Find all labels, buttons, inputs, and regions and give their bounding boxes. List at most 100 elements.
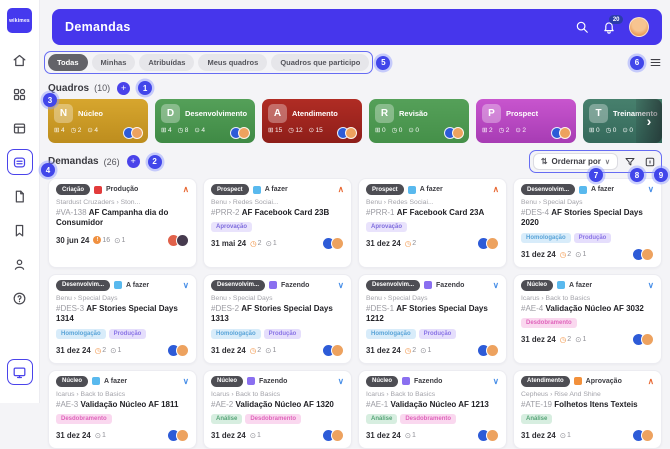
tag-list: Homologação Produção: [366, 328, 499, 339]
demands-count: (26): [103, 156, 120, 167]
demand-card[interactable]: Desenvolvim... Fazendo ∨ Benu › Special Day…: [203, 273, 352, 364]
chevron-down-icon[interactable]: ∨: [492, 375, 499, 386]
add-board-button[interactable]: +: [117, 81, 131, 95]
chevron-down-icon[interactable]: ∨: [647, 184, 654, 195]
chevron-down-icon[interactable]: ∨: [337, 280, 344, 291]
filter-tab-minhas[interactable]: Minhas: [91, 54, 136, 71]
time-icon: ◷: [605, 127, 612, 134]
status-label: Fazendo: [414, 377, 443, 385]
filter-row: Todas Minhas Atribuídas Meus quadros Quadros…: [44, 51, 662, 74]
stat-value: 0: [415, 126, 419, 134]
sort-dropdown[interactable]: ⇅ Ordernar por ∨: [532, 153, 618, 170]
tag-list: Homologação Produção: [56, 328, 189, 339]
chevron-down-icon[interactable]: ∨: [647, 280, 654, 291]
funnel-icon: [624, 156, 636, 168]
board-view-icon: [644, 156, 656, 168]
avatar: [452, 127, 464, 139]
view-toggle-button[interactable]: [642, 156, 658, 168]
notifications-button[interactable]: 20: [602, 15, 623, 34]
search-icon: [575, 20, 589, 34]
sidebar-item-bookmark[interactable]: [7, 217, 33, 243]
chevron-up-icon[interactable]: ∧: [182, 184, 189, 195]
filter-tab-quadros-que-participo[interactable]: Quadros que participo: [271, 54, 370, 71]
annotation-dot-8: 8: [630, 168, 644, 182]
add-demand-button[interactable]: +: [126, 155, 140, 168]
list-view-button[interactable]: [649, 56, 662, 69]
demand-id: #PRR-2: [211, 208, 242, 217]
chevron-up-icon[interactable]: ∧: [492, 184, 499, 195]
demand-card[interactable]: Núcleo Fazendo ∨ Icarus › Back to Basics #AE…: [358, 369, 507, 449]
app-logo[interactable]: wikimes: [7, 8, 32, 33]
demand-card[interactable]: Núcleo A fazer ∨ Icarus › Back to Basics #AE…: [513, 273, 662, 364]
meta-value: 1: [117, 346, 122, 354]
filter-tab-meus-quadros[interactable]: Meus quadros: [198, 54, 268, 71]
filter-tab-todas[interactable]: Todas: [48, 54, 88, 71]
board-top: D Desenvolvimento: [161, 104, 249, 123]
notification-badge: 20: [609, 15, 623, 24]
chevron-down-icon: ∨: [604, 158, 610, 166]
chevron-down-icon[interactable]: ∨: [182, 375, 189, 386]
boards-carousel: N Núcleo ⊞ 4 ◷ 2 ⊙ 4 D Desenvolvimento ⊞ 4 ◷ 8 ⊙ 4 A Aten…: [48, 99, 662, 143]
board-stats: ⊞ 0 ◷ 0 ⊙ 0: [589, 126, 662, 135]
demand-card[interactable]: Núcleo A fazer ∨ Icarus › Back to Basics #AE…: [48, 369, 197, 449]
demand-card[interactable]: Desenvolvim... Fazendo ∨ Benu › Special Day…: [358, 273, 507, 364]
breadcrumb: Icarus › Back to Basics: [521, 294, 591, 302]
header-actions: 20: [575, 15, 649, 37]
card-title: #PRR-1 AF Facebook Card 23A: [366, 208, 499, 218]
sidebar-item-monitor[interactable]: [6, 359, 33, 385]
sidebar-item-table[interactable]: [7, 115, 33, 141]
board-card-desenvolvimento[interactable]: D Desenvolvimento ⊞ 4 ◷ 8 ⊙ 4: [155, 99, 255, 143]
breadcrumb: Benu › Special Days: [211, 294, 273, 302]
sidebar-item-profile[interactable]: [7, 251, 33, 277]
chevron-down-icon[interactable]: ∨: [492, 280, 499, 291]
tag-desdobramento: Desdobramento: [521, 318, 577, 329]
board-done-count: ⊙ 15: [309, 126, 323, 135]
clock-icon: ◷: [94, 345, 102, 355]
tag-desdobramento: Desdobramento: [245, 413, 302, 424]
chevron-up-icon[interactable]: ∧: [337, 184, 344, 195]
demand-card[interactable]: Criação Produção ∧ Stardust Cruzaders › Sto…: [48, 178, 197, 268]
board-card-atendimento[interactable]: A Atendimento ⊞ 15 ◷ 12 ⊙ 15: [262, 99, 362, 143]
demand-card[interactable]: Prospect A fazer ∧ Benu › Redes Sociai... #P…: [358, 178, 507, 268]
due-date: 31 dez 24: [521, 249, 556, 259]
demand-card[interactable]: Prospect A fazer ∧ Benu › Redes Sociai... #P…: [203, 178, 352, 268]
card-title: #PRR-2 AF Facebook Card 23B: [211, 208, 344, 218]
board-avatars: [230, 127, 250, 139]
tag-análise: Análise: [521, 413, 553, 424]
chevron-up-icon[interactable]: ∧: [647, 375, 654, 386]
status-label: A fazer: [569, 281, 593, 289]
sidebar-item-notes[interactable]: [7, 183, 33, 209]
tag-análise: Análise: [366, 413, 398, 424]
tag-list: Desdobramento: [521, 318, 654, 329]
board-card-prospect[interactable]: P Prospect ⊞ 2 ◷ 2 ⊙ 2: [476, 99, 576, 143]
time-icon: ◷: [177, 127, 184, 134]
search-button[interactable]: [575, 20, 589, 34]
circle-icon: ⊙: [265, 345, 272, 355]
status-color-square: [579, 185, 588, 194]
user-avatar[interactable]: [629, 17, 649, 37]
card-title: #ATE-19 Folhetos Itens Texteis: [521, 400, 654, 410]
board-stats: ⊞ 4 ◷ 8 ⊙ 4: [161, 126, 249, 135]
board-card-núcleo[interactable]: N Núcleo ⊞ 4 ◷ 2 ⊙ 4: [48, 99, 148, 143]
filter-button[interactable]: [622, 156, 638, 168]
avatar: [331, 237, 344, 251]
demand-card[interactable]: Atendimento Aprovação ∧ Cepheus › Rise And …: [513, 369, 662, 449]
tag-aprovação: Aprovação: [366, 222, 408, 233]
chevron-down-icon[interactable]: ∨: [182, 280, 189, 291]
filter-tab-atribuídas[interactable]: Atribuídas: [139, 54, 195, 71]
sidebar-item-help[interactable]: [7, 285, 33, 311]
demand-card[interactable]: Desenvolvim... A fazer ∨ Benu › Special Day…: [48, 273, 197, 364]
breadcrumb: Benu › Redes Sociai...: [366, 199, 434, 206]
meta-value: 1: [101, 431, 106, 439]
demand-card[interactable]: Desenvolvim... A fazer ∨ Benu › Special Day…: [513, 178, 662, 268]
sidebar-item-apps[interactable]: [7, 81, 33, 107]
board-card-revisão[interactable]: R Revisão ⊞ 0 ◷ 0 ⊙ 0: [369, 99, 469, 143]
demand-card[interactable]: Núcleo Fazendo ∨ Icarus › Back to Basics #AE…: [203, 369, 352, 449]
sidebar-item-home[interactable]: [7, 47, 33, 73]
chevron-down-icon[interactable]: ∨: [337, 375, 344, 386]
boards-next-button[interactable]: ›: [636, 99, 662, 143]
avatar: [486, 237, 499, 251]
meta-value: 2: [412, 240, 417, 248]
sidebar-item-boards[interactable]: [6, 149, 33, 175]
stat-value: 4: [60, 126, 65, 134]
